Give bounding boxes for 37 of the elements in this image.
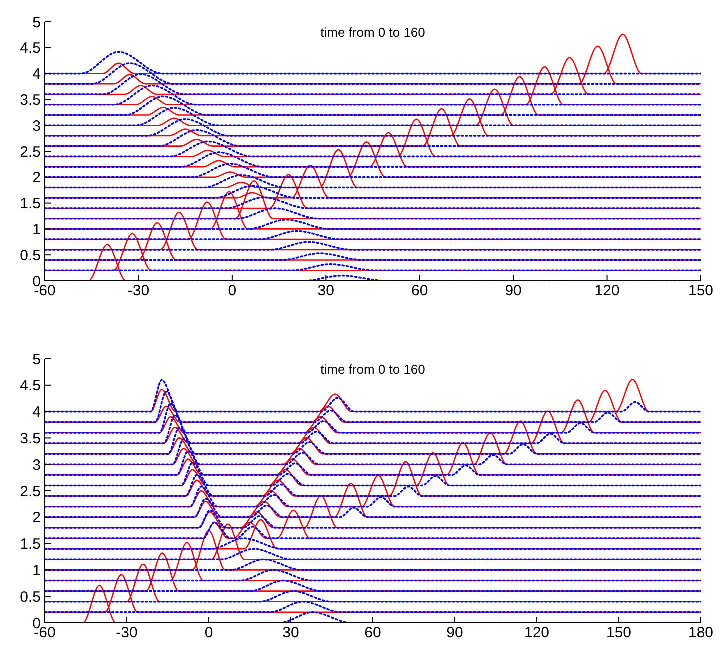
x-tick-label: 0 <box>204 624 214 642</box>
y-tick-label: 2 <box>32 510 41 527</box>
chart-title: time from 0 to 160 <box>320 362 426 377</box>
y-tick-label: 1 <box>32 562 41 580</box>
y-tick-label: 0.5 <box>20 588 41 606</box>
y-tick-label: 3 <box>32 456 41 474</box>
y-tick-label: 5 <box>32 351 41 368</box>
x-tick-label: 60 <box>412 282 428 300</box>
x-tick-label: 60 <box>364 624 382 642</box>
y-tick-label: 3 <box>32 118 41 135</box>
y-tick-label: 1.5 <box>20 536 41 554</box>
y-tick-label: 4 <box>32 404 41 422</box>
y-tick-label: 1 <box>32 222 41 239</box>
x-tick-label: 30 <box>318 282 334 300</box>
y-tick-label: 3.5 <box>20 92 41 110</box>
y-tick-label: 4 <box>32 66 41 84</box>
y-tick-label: 0.5 <box>20 247 41 264</box>
y-tick-label: 3.5 <box>20 430 41 448</box>
y-tick-label: 2.5 <box>20 144 41 161</box>
x-tick-label: 150 <box>688 282 714 300</box>
y-tick-label: 5 <box>32 14 41 32</box>
chart-title: time from 0 to 160 <box>320 25 426 40</box>
x-tick-label: 0 <box>228 282 237 300</box>
x-tick-label: 180 <box>688 624 714 642</box>
y-tick-label: 2 <box>32 170 41 187</box>
y-tick-label: 4.5 <box>20 40 41 58</box>
y-tick-label: 2.5 <box>20 483 41 500</box>
x-tick-label: -30 <box>116 624 138 642</box>
y-tick-label: 4.5 <box>20 378 41 395</box>
x-tick-label: 150 <box>606 624 632 642</box>
x-tick-label: 90 <box>505 282 522 300</box>
x-tick-label: -30 <box>128 282 150 300</box>
x-tick-label: 30 <box>282 624 300 642</box>
x-tick-label: 120 <box>594 282 620 300</box>
x-tick-label: 90 <box>446 624 464 642</box>
y-tick-label: 1.5 <box>20 196 41 213</box>
x-tick-label: 120 <box>524 624 550 642</box>
